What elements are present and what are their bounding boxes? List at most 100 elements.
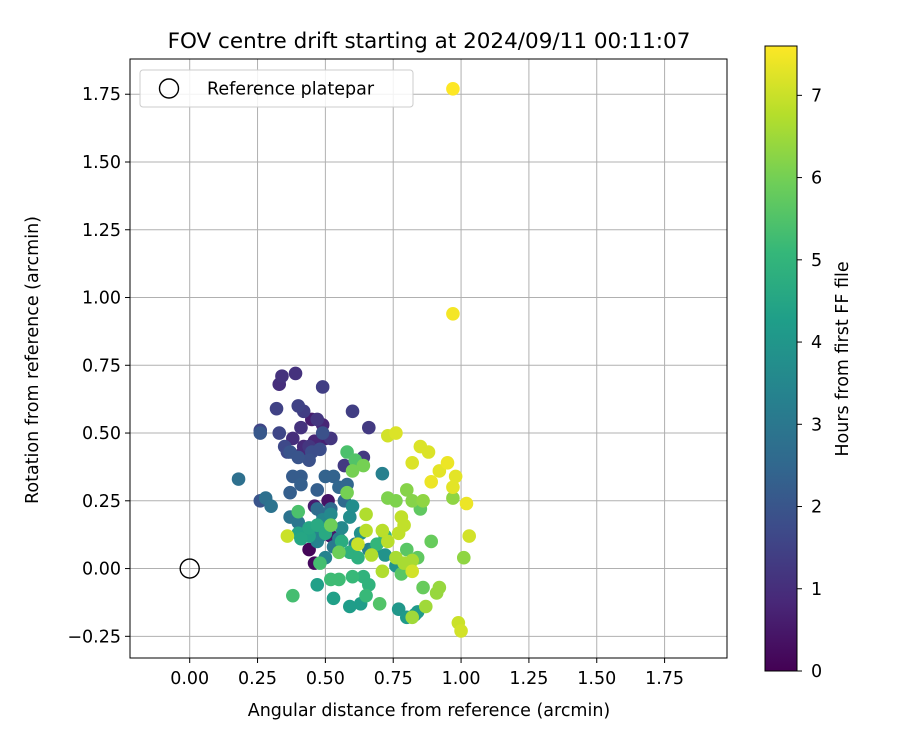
data-point	[310, 412, 325, 427]
data-point	[269, 401, 284, 416]
data-point	[345, 464, 360, 478]
data-point	[283, 485, 297, 500]
data-point	[334, 534, 349, 549]
data-point	[389, 550, 403, 565]
data-point	[264, 499, 278, 514]
data-point	[405, 456, 420, 470]
x-axis: 0.00 0.25 0.50 0.75 1.00 1.25 1.50 1.75	[170, 658, 684, 689]
x-tick-label: 1.75	[645, 669, 684, 689]
data-point	[326, 591, 341, 606]
data-point	[394, 567, 409, 581]
data-point	[375, 564, 390, 579]
x-tick-label: 1.50	[577, 669, 616, 689]
data-point	[324, 572, 338, 587]
y-tick-label: 0.25	[82, 492, 121, 512]
data-point	[375, 523, 390, 538]
data-point	[359, 507, 373, 522]
data-point	[389, 493, 403, 508]
y-tick-label: 1.00	[82, 289, 121, 309]
grid	[130, 59, 727, 658]
data-point	[405, 610, 420, 625]
colorbar-gradient	[764, 45, 798, 672]
data-point	[288, 366, 303, 381]
chart-title: FOV centre drift starting at 2024/09/11 …	[168, 29, 691, 54]
data-point	[253, 426, 268, 440]
data-point	[332, 545, 346, 560]
data-point	[291, 399, 306, 413]
data-point	[359, 588, 373, 603]
data-point	[310, 578, 325, 592]
x-tick-label: 0.50	[306, 669, 345, 689]
data-point	[280, 529, 295, 543]
data-point	[375, 466, 390, 481]
legend-marker-icon	[158, 78, 180, 99]
y-axis: −0.25 0.00 0.25 0.50 0.75 1.00 1.25 1.50 1.75	[67, 85, 130, 647]
colorbar-tick-label: 3	[811, 415, 822, 435]
data-point	[310, 483, 325, 497]
data-point	[380, 534, 395, 549]
data-point	[416, 580, 430, 595]
data-point	[356, 458, 371, 473]
colorbar: 0 1 2 3 4 5 6 7 Hours from first FF file	[764, 45, 853, 682]
data-point	[294, 420, 308, 435]
x-tick-label: 0.75	[374, 669, 413, 689]
x-tick-label: 1.00	[442, 669, 481, 689]
colorbar-tick-label: 2	[811, 498, 822, 518]
data-point	[315, 426, 330, 440]
reference-marker	[179, 558, 200, 579]
colorbar-label: Hours from first FF file	[833, 261, 853, 456]
data-point	[310, 502, 325, 516]
data-point	[448, 469, 463, 484]
colorbar-tick-label: 7	[811, 86, 822, 106]
y-tick-label: 0.75	[82, 356, 121, 376]
data-point	[372, 596, 387, 611]
data-point	[405, 493, 420, 508]
data-point	[345, 404, 360, 419]
data-point	[275, 369, 289, 383]
data-point	[432, 580, 447, 595]
colorbar-tick-label: 4	[811, 333, 822, 353]
data-point	[315, 380, 330, 394]
colorbar-tick-label: 5	[811, 251, 822, 271]
data-point	[334, 521, 349, 535]
y-tick-label: 1.75	[82, 85, 121, 105]
data-point	[351, 537, 365, 551]
y-tick-label: 0.50	[82, 424, 121, 444]
data-point	[454, 624, 468, 638]
data-point	[378, 548, 392, 562]
data-point	[446, 491, 460, 505]
y-axis-label: Rotation from reference (arcmin)	[23, 216, 43, 504]
data-point	[446, 480, 460, 495]
data-point	[389, 426, 403, 440]
data-point	[294, 531, 308, 546]
data-point	[359, 523, 373, 538]
plot-frame	[129, 58, 728, 659]
data-point	[399, 483, 414, 497]
data-point	[313, 442, 327, 457]
data-point	[446, 82, 460, 96]
data-point	[302, 453, 316, 467]
colorbar-tick-label: 0	[811, 662, 822, 682]
data-point	[424, 475, 439, 489]
data-point	[424, 534, 439, 549]
legend-label: Reference platepar	[207, 80, 375, 100]
data-point	[324, 518, 338, 532]
data-point	[456, 550, 471, 565]
data-point	[418, 599, 433, 614]
data-point	[343, 599, 357, 614]
data-point	[416, 493, 430, 508]
x-tick-label: 1.25	[509, 669, 548, 689]
data-point	[462, 529, 477, 543]
colorbar-ticks: 0 1 2 3 4 5 6 7	[797, 86, 822, 682]
data-point	[345, 499, 360, 514]
data-point	[399, 542, 414, 557]
data-point	[324, 507, 338, 522]
data-point	[345, 569, 360, 584]
data-point	[446, 306, 460, 321]
legend-box	[139, 69, 414, 108]
x-tick-label: 0.25	[238, 669, 277, 689]
data-point	[231, 472, 246, 486]
colorbar-tick-label: 6	[811, 169, 822, 189]
data-point	[272, 426, 287, 440]
